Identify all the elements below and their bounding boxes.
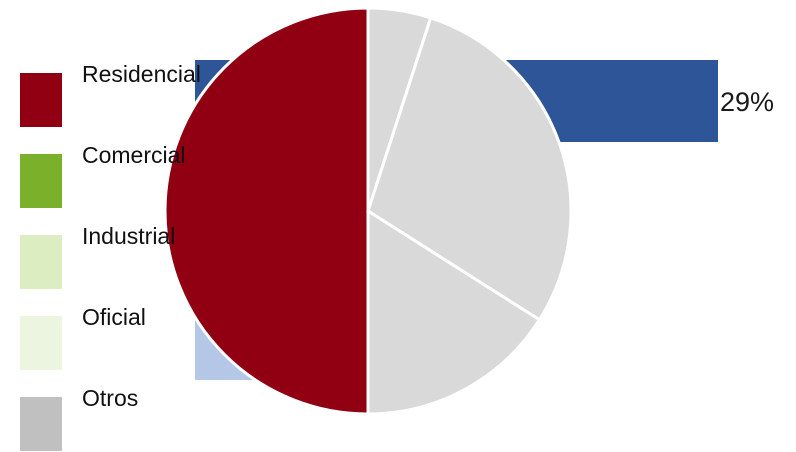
pie-chart (163, 6, 573, 416)
legend-label-comercial: Comercial (82, 142, 186, 168)
legend-label-residencial: Residencial (82, 61, 201, 87)
legend-swatch-industrial (20, 235, 62, 289)
pie-slice-otros-3 (366, 208, 542, 416)
legend-swatch-comercial (20, 154, 62, 208)
legend-label-otros: Otros (82, 385, 139, 411)
legend-swatch-oficial (20, 316, 62, 370)
legend-label-oficial: Oficial (82, 304, 146, 330)
pie-slice-residencial (163, 6, 370, 416)
legend-swatch-residencial (20, 73, 62, 127)
pie-slice-otros-2 (366, 16, 573, 322)
bar-value-label-1: 29% (720, 87, 774, 117)
legend-label-industrial: Industrial (82, 223, 176, 249)
legend-swatch-otros (20, 397, 62, 451)
